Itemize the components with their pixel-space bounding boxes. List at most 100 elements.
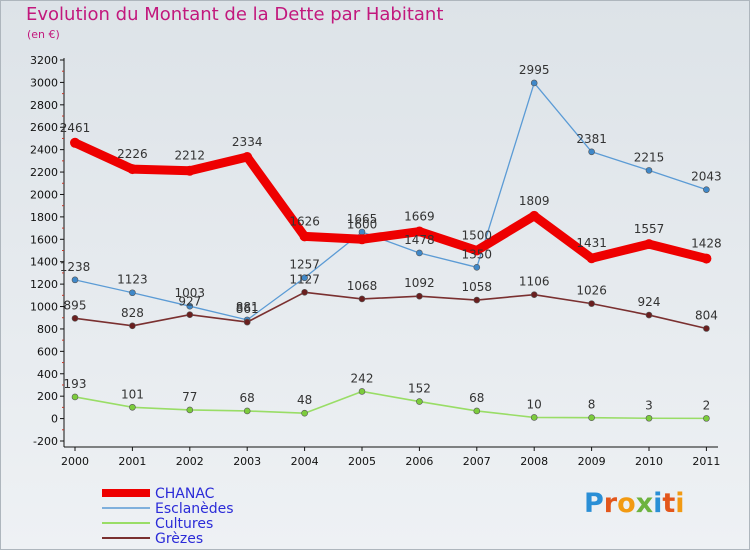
data-point [71,393,79,401]
x-tick-label: 2000 [61,455,89,468]
data-label: 2995 [519,63,550,77]
data-label: 1669 [404,210,435,224]
data-label: 1092 [404,276,435,290]
data-point [588,300,595,307]
data-label: 193 [64,377,87,391]
data-point [358,295,366,303]
y-tick-label: 2600 [30,121,58,134]
y-tick-label: 1000 [30,301,58,314]
y-tick-label: 1800 [30,211,58,224]
data-label: 152 [408,382,431,396]
data-label: 1500 [462,229,493,243]
data-point [473,296,481,304]
proxiti-logo: Proxiti [584,488,685,519]
data-point [301,409,308,417]
data-label: 1557 [634,222,665,236]
data-point [645,167,653,174]
data-point [644,239,654,250]
data-label: 1123 [117,273,148,287]
data-point [416,292,423,300]
x-tick-label: 2004 [291,455,319,468]
data-label: 2215 [634,150,665,164]
data-label: 924 [638,295,661,309]
data-point [127,164,138,175]
logo-letter: i [653,488,663,519]
x-tick-label: 2006 [405,455,433,468]
data-label: 1068 [347,279,378,293]
data-label: 10 [527,397,542,411]
chart-title: Evolution du Montant de la Dette par Hab… [26,4,444,25]
legend-label: Grèzes [155,531,203,547]
y-tick-label: 200 [37,390,58,403]
legend-label: Esclanèdes [155,501,234,517]
data-point [703,186,710,193]
data-point [645,414,653,422]
data-label: 1431 [576,236,607,250]
data-label: 1428 [691,237,722,251]
data-point [645,311,653,319]
y-tick-label: 800 [37,323,58,336]
data-label: 1809 [519,194,550,208]
y-tick-label: 3000 [30,76,58,89]
data-label: 2043 [691,170,722,184]
data-label: 1626 [289,214,320,228]
data-label: 1478 [404,233,435,247]
data-label: 2334 [232,135,263,149]
data-label: 77 [182,390,197,404]
data-point [530,414,538,421]
data-label: 2461 [60,121,91,135]
data-label: 804 [695,308,718,322]
data-label: 1106 [519,275,550,289]
data-label: 68 [469,391,484,405]
data-label: 1350 [462,247,493,261]
logo-letter: o [617,488,636,519]
logo-letter: i [675,488,685,519]
data-point [473,264,481,271]
data-point [703,415,710,422]
y-tick-label: 2000 [30,188,58,201]
data-point [588,148,595,156]
data-label: 1600 [347,217,378,231]
y-tick-label: 600 [37,345,58,358]
data-label: 881 [236,300,259,314]
data-point [530,291,538,298]
data-label: 895 [64,298,87,312]
data-point [701,253,712,264]
x-tick-label: 2002 [176,455,204,468]
data-label: 1665 [347,212,378,226]
data-point [301,288,308,296]
data-label: 242 [351,371,374,385]
data-label: 2226 [117,147,148,161]
data-point [358,388,366,395]
data-label: 1058 [462,280,493,294]
series-line-grèzes [74,291,708,330]
x-tick-label: 2003 [233,455,261,468]
data-point [186,406,194,414]
legend-label: CHANAC [155,486,215,502]
data-label: 927 [178,295,201,309]
logo-letter: x [635,488,654,519]
data-point [243,407,251,415]
x-tick-label: 2009 [578,455,606,468]
data-point [184,165,195,176]
data-point [71,314,79,322]
data-point [588,414,595,421]
y-tick-label: 2400 [30,144,58,157]
legend-label: Cultures [155,516,213,532]
series-line-esclanèdes [74,82,708,321]
y-tick-label: 1400 [30,256,58,269]
y-tick-label: -200 [33,435,58,448]
data-label: 2212 [175,149,206,163]
data-label: 68 [240,391,255,405]
data-point [471,245,482,256]
chart-unit: (en €) [27,28,60,41]
data-label: 1257 [289,258,320,272]
x-tick-label: 2005 [348,455,376,468]
y-tick-label: 1600 [30,233,58,246]
logo-letter: r [603,488,618,519]
data-point [243,318,251,326]
data-point [70,137,80,148]
series-line-chanac [70,138,711,264]
logo-letter: t [662,488,676,519]
